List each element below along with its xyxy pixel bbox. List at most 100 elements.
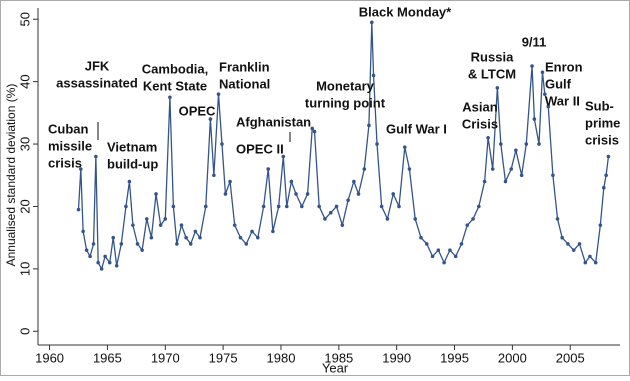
data-point [289,179,294,184]
annotation: Gulf War I [386,121,447,136]
data-point [310,126,315,131]
x-tick-label: 1980 [267,350,296,365]
data-point [220,142,224,146]
data-point [560,235,564,240]
data-point [419,235,423,240]
data-point [356,192,361,196]
data-point [370,20,374,25]
data-point [593,260,598,265]
data-point [482,179,487,184]
data-point [448,248,452,252]
data-point [323,217,327,221]
data-point [530,64,534,68]
data-point [477,204,481,209]
data-point [223,192,228,196]
data-point [602,185,606,190]
data-point [430,254,435,259]
data-point [179,223,184,227]
data-point [135,242,140,246]
annotation: Monetary [316,78,375,93]
data-point [346,198,350,203]
data-point [490,167,495,171]
data-point [261,204,266,209]
data-point [367,123,371,128]
data-point [256,235,260,240]
data-point [453,254,458,259]
y-tick-label: 10 [17,262,32,276]
data-point [96,260,100,265]
annotation: Asian [462,99,497,114]
data-point [188,242,193,246]
data-point [250,229,254,234]
data-point [537,142,541,146]
data-point [94,154,98,159]
y-axis-label: Annualised standard deviation (%) [4,84,18,267]
y-tick-label: 30 [17,137,32,151]
x-tick-label: 2005 [556,350,585,365]
annotation: Cuban [48,121,89,136]
data-point [81,229,85,234]
data-point [175,242,179,246]
data-point [375,142,379,146]
data-point [119,242,124,246]
data-point [577,242,582,246]
data-point [465,223,470,227]
annotation: War II [545,93,580,108]
data-point [385,217,390,221]
data-point [495,86,500,90]
x-axis-label: Year [322,360,349,375]
data-point [103,254,107,259]
data-point [111,235,116,240]
data-point [149,235,154,240]
data-point [84,248,89,252]
annotation: JFK [85,58,110,73]
data-point [271,229,275,234]
data-point [532,117,537,121]
data-point [198,235,202,240]
annotation: Afghanistan [236,114,311,129]
data-point [546,104,551,109]
annotation: OPEC II [236,141,284,156]
data-point [171,204,176,209]
annotation: National [219,76,270,91]
data-point [424,242,429,246]
data-point [114,263,119,268]
annotation: 9/11 [522,34,547,49]
data-point [107,260,112,265]
annotation: Kent State [143,78,207,93]
data-point [402,145,407,149]
data-point [294,192,298,196]
data-point [228,179,232,184]
data-point [371,73,376,78]
data-point [413,217,418,221]
annotation: assassinated [56,75,138,90]
annotation: Enron [545,59,583,74]
x-tick-label: 1960 [35,350,64,365]
annotation: crisis [48,155,82,170]
data-point [566,242,570,246]
data-point [216,92,221,96]
data-point [604,173,608,178]
data-point [91,242,96,246]
annotation: Franklin [219,59,270,74]
data-point [362,167,367,171]
data-point [514,148,518,153]
x-tick-label: 1995 [440,350,469,365]
data-point [571,248,576,252]
x-tick-label: 1985 [324,350,353,365]
annotation: missile [48,138,92,153]
x-tick-label: 2000 [498,350,527,365]
annotation: build-up [107,156,158,171]
data-point [284,204,289,209]
data-point [551,173,555,178]
data-point [328,210,333,215]
y-tick-label: 40 [17,74,32,88]
data-point [471,217,475,221]
x-tick-label: 1975 [209,350,238,365]
annotation: Crisis [462,116,498,131]
x-tick-label: 1990 [382,350,411,365]
data-point [555,217,560,221]
series-line [77,22,610,271]
data-point [524,142,529,146]
data-point [193,229,198,234]
